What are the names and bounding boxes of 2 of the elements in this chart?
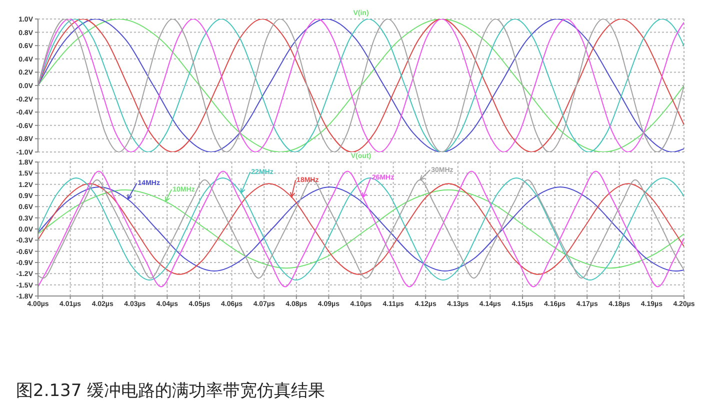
- line-series: [38, 19, 684, 152]
- caption: 图2.137 缓冲电路的满功率带宽仿真结果: [16, 380, 326, 402]
